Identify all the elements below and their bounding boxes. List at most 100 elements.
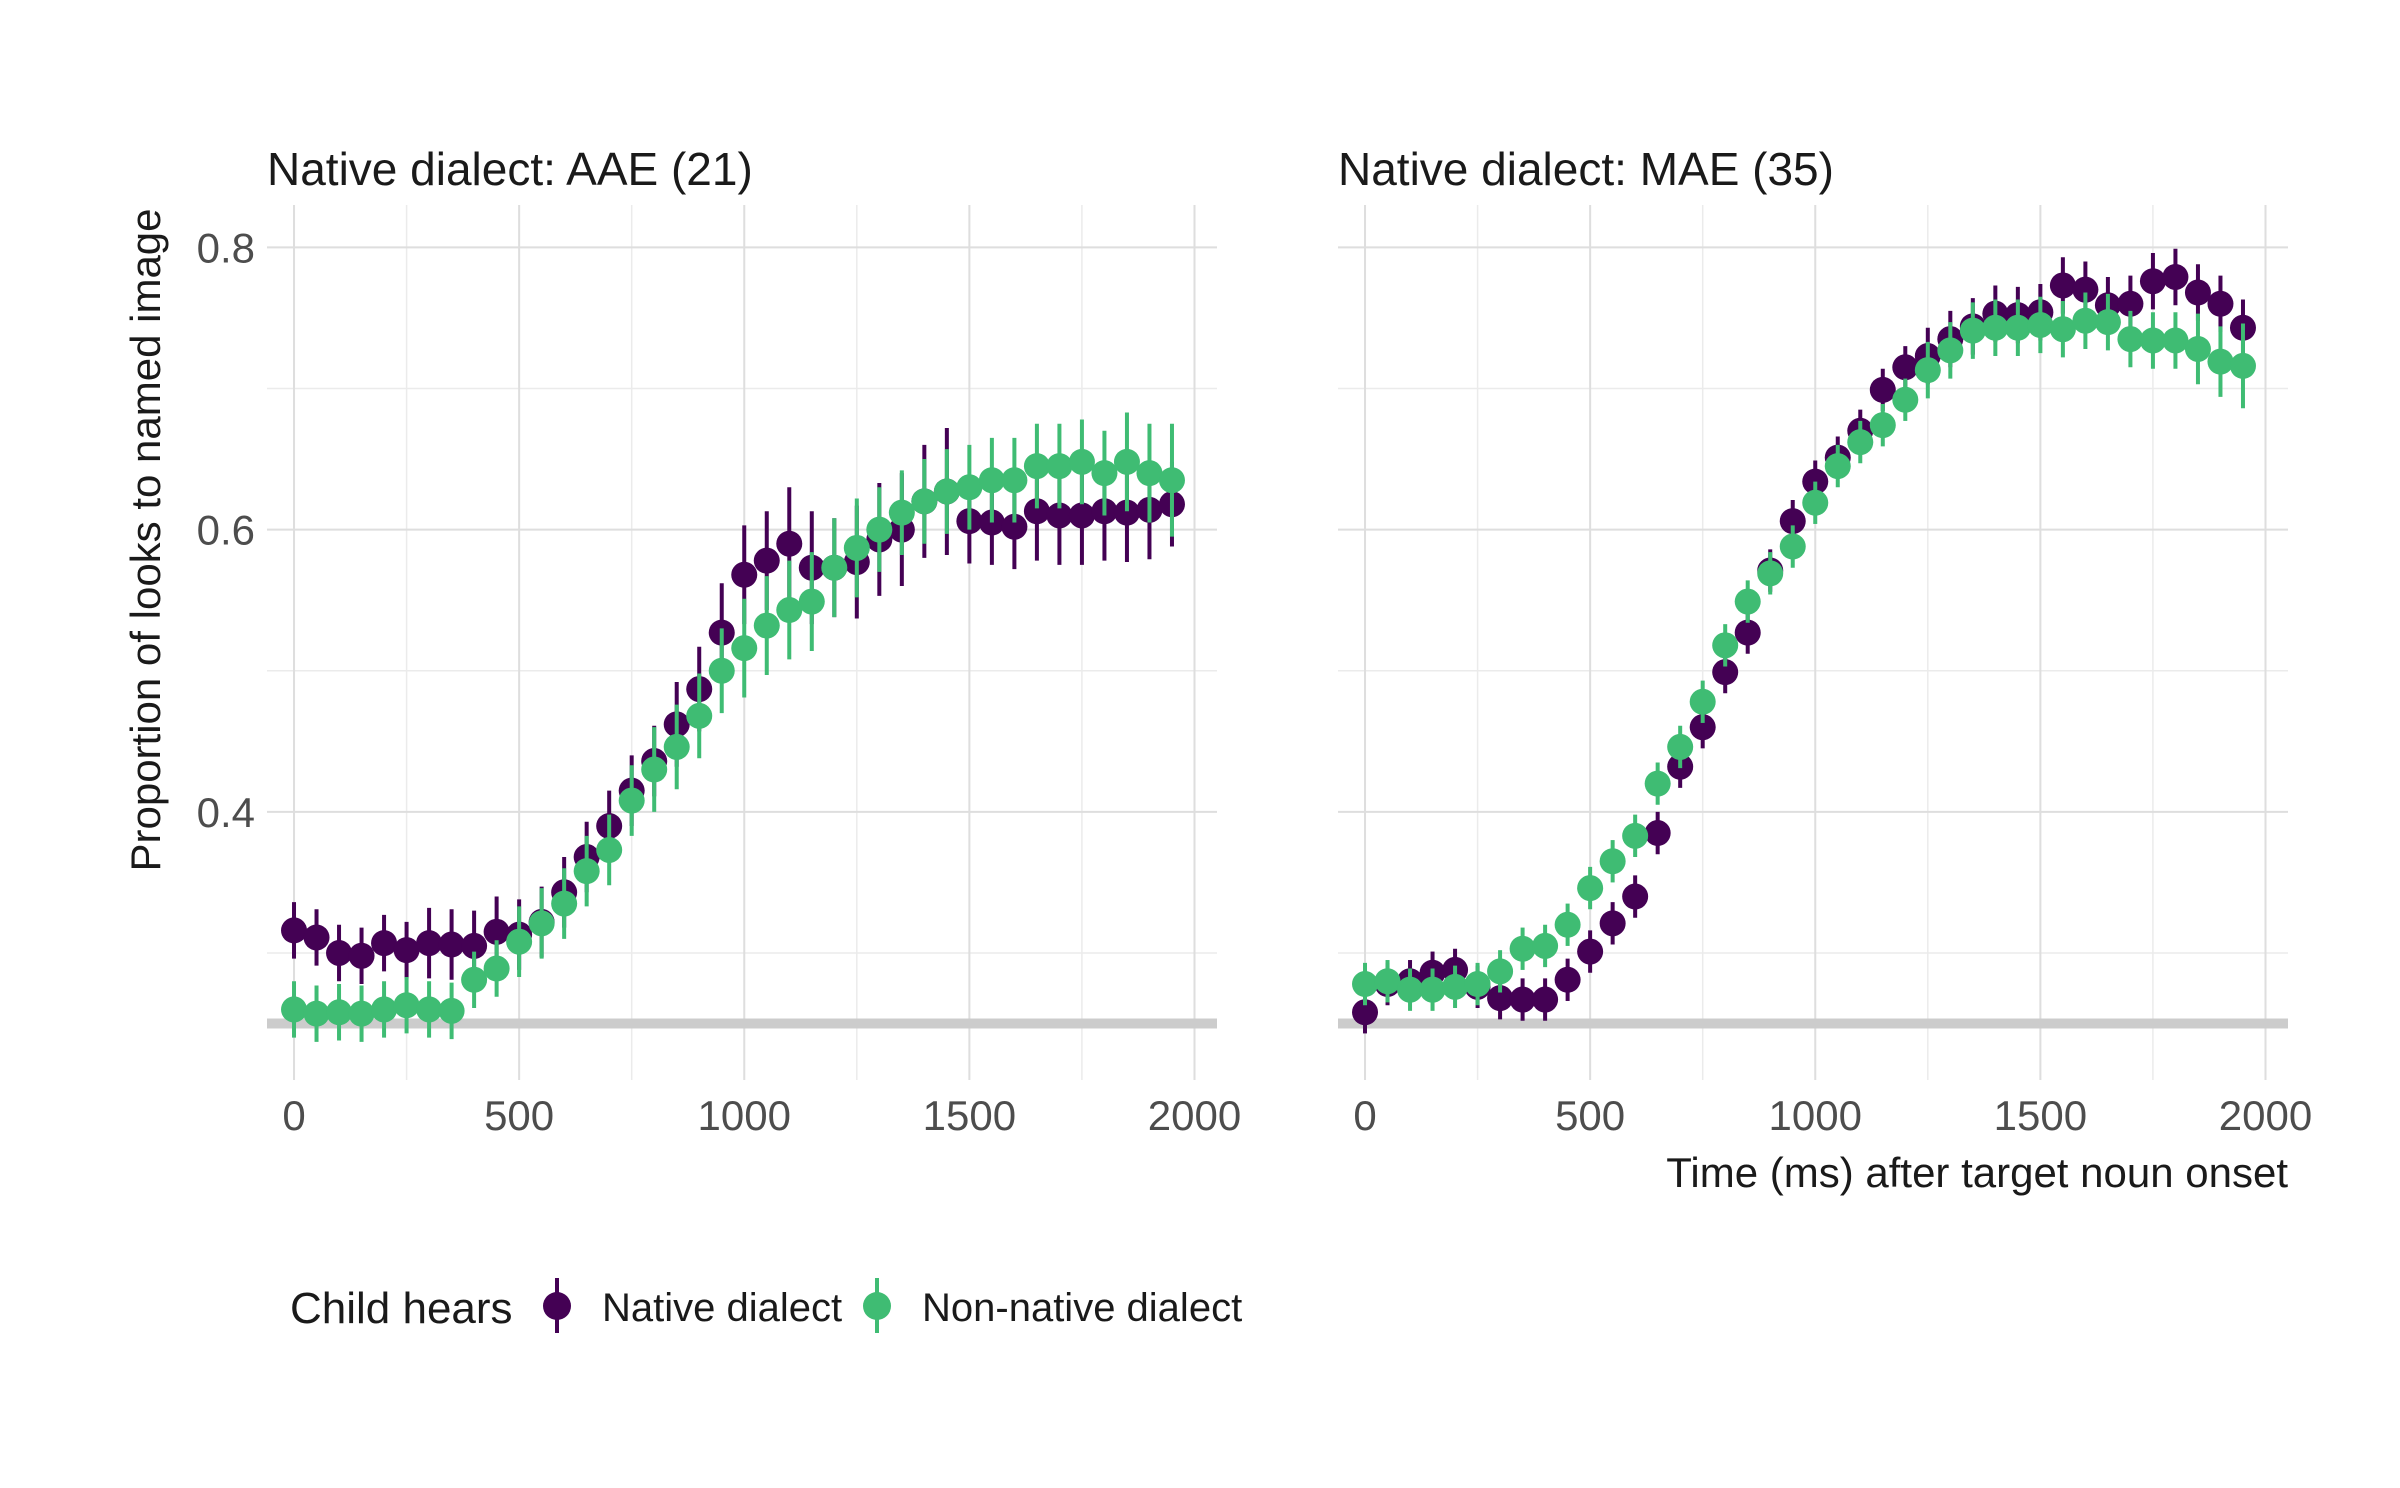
data-point [2184,335,2211,362]
data-point [2207,290,2234,317]
data-point [2072,276,2099,303]
data-point [1023,498,1050,525]
data-point [821,554,848,581]
data-point [2004,314,2031,341]
data-point [1046,502,1073,529]
y-axis-title: Proportion of looks to named image [122,208,169,871]
data-point [393,937,420,964]
data-point [1442,973,1469,1000]
data-point [1001,467,1028,494]
data-point [1023,453,1050,480]
legend-label-native: Native dialect [602,1286,842,1330]
legend-label-nonnative: Non-native dialect [922,1286,1242,1330]
legend-title: Child hears [290,1284,513,1333]
data-point [663,733,690,760]
x-tick-label: 1500 [1994,1092,2087,1139]
data-point [1779,508,1806,535]
data-point [618,787,645,814]
data-point [1712,632,1739,659]
data-point [371,930,398,957]
data-point [2184,279,2211,306]
data-point [1509,986,1536,1013]
data-point [303,924,330,951]
x-tick-label: 1000 [1769,1092,1862,1139]
data-point [2139,268,2166,295]
data-point [1509,935,1536,962]
series-native [1352,248,2256,1034]
data-point [731,635,758,662]
data-point [416,996,443,1023]
data-point [843,534,870,561]
data-point [326,999,353,1026]
data-point [2094,309,2121,336]
data-point [2229,352,2256,379]
data-point [416,930,443,957]
data-point [2049,272,2076,299]
data-point [956,474,983,501]
data-point [1712,659,1739,686]
data-point [1352,999,1379,1026]
data-point [1847,429,1874,456]
series-native [281,427,1185,985]
x-tick-label: 1000 [698,1092,791,1139]
data-point [1599,848,1626,875]
x-tick-label: 2000 [2219,1092,2312,1139]
series-nonnative [281,412,1185,1042]
data-point [798,588,825,615]
data-point [978,467,1005,494]
data-point [1599,910,1626,937]
data-point [461,932,488,959]
data-point [1802,489,1829,516]
panel-mae: Native dialect: MAE (35) 0 500 1000 1500 200… [1338,143,2312,1139]
grid [1338,205,2288,1080]
data-point [1464,971,1491,998]
data-point [1554,966,1581,993]
data-point [2049,316,2076,343]
data-point [573,858,600,885]
data-point [438,997,465,1024]
data-point [1487,958,1514,985]
data-point [1734,619,1761,646]
data-point [753,547,780,574]
y-tick-label: 0.4 [197,789,255,836]
x-axis-title: Time (ms) after target noun onset [1666,1149,2288,1196]
data-point [371,996,398,1023]
data-point [551,890,578,917]
data-point [1532,932,1559,959]
data-point [483,955,510,982]
data-point [753,612,780,639]
data-point [1824,453,1851,480]
data-point [1644,770,1671,797]
data-point [528,910,555,937]
data-point [1091,460,1118,487]
facet-title-aae: Native dialect: AAE (21) [267,143,753,195]
data-point [731,561,758,588]
data-point [1068,502,1095,529]
data-point [506,928,533,955]
data-point [1001,513,1028,540]
data-point [1982,314,2009,341]
data-point [933,478,960,505]
data-point [1554,911,1581,938]
data-point [1113,499,1140,526]
data-point [1892,386,1919,413]
data-point [686,702,713,729]
data-point [281,996,308,1023]
data-point [393,992,420,1019]
data-point [1158,467,1185,494]
data-point [1689,688,1716,715]
x-tick-label: 500 [1555,1092,1625,1139]
data-point [281,917,308,944]
x-tick-label: 1500 [923,1092,1016,1139]
data-point [2072,307,2099,334]
data-point [1892,354,1919,381]
legend: Child hears Native dialect Non-native di… [290,1278,1242,1333]
x-tick-label: 2000 [1148,1092,1241,1139]
data-point [326,939,353,966]
data-point [641,756,668,783]
data-point [438,931,465,958]
x-tick-label: 0 [282,1092,305,1139]
data-point [1374,968,1401,995]
